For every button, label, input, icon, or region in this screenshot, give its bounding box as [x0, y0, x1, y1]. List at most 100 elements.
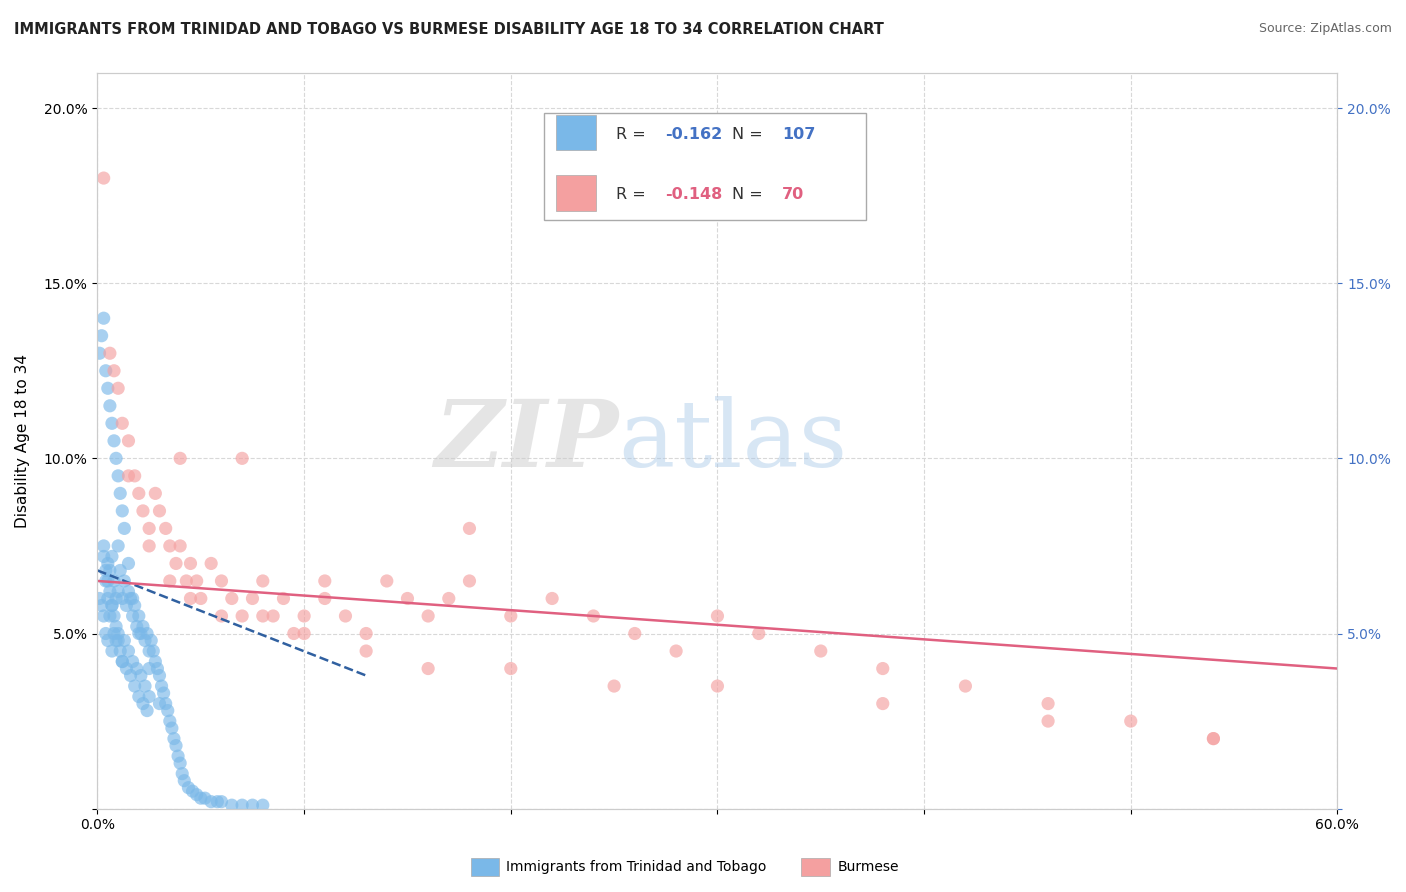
Point [706, 609, 728, 624]
Point [141, 633, 163, 648]
Point [292, 626, 315, 640]
Point [603, 679, 626, 693]
Point [186, 574, 208, 588]
Point [115, 599, 138, 613]
Point [134, 633, 156, 648]
Point [101, 417, 124, 431]
Point [1036, 697, 1059, 711]
Point [314, 591, 336, 606]
Point [94, 626, 117, 640]
Point [97, 557, 120, 571]
Point [98, 564, 121, 578]
Point [418, 661, 440, 675]
Point [354, 626, 377, 640]
Point [146, 661, 169, 675]
Point [242, 798, 264, 813]
Point [128, 690, 150, 704]
Point [190, 791, 212, 805]
Point [231, 609, 253, 624]
FancyBboxPatch shape [557, 175, 596, 211]
Point [138, 661, 160, 675]
Point [706, 679, 728, 693]
Point [98, 609, 121, 624]
Point [107, 468, 129, 483]
Point [129, 668, 152, 682]
Point [111, 504, 134, 518]
Point [437, 591, 460, 606]
Point [181, 784, 204, 798]
Point [1119, 714, 1142, 728]
Text: atlas: atlas [619, 396, 848, 486]
Point [273, 591, 295, 606]
Point [111, 591, 134, 606]
Point [173, 773, 195, 788]
Point [93, 539, 115, 553]
Point [101, 599, 124, 613]
Point [252, 574, 274, 588]
Point [112, 574, 135, 588]
Point [148, 504, 170, 518]
Point [143, 655, 166, 669]
Text: Source: ZipAtlas.com: Source: ZipAtlas.com [1258, 22, 1392, 36]
Point [101, 644, 124, 658]
Point [107, 633, 129, 648]
Point [169, 539, 191, 553]
Point [242, 591, 264, 606]
Point [97, 591, 120, 606]
Point [128, 609, 150, 624]
Point [1202, 731, 1225, 746]
Point [165, 557, 187, 571]
Point [124, 468, 146, 483]
Point [155, 521, 177, 535]
Point [107, 539, 129, 553]
Point [101, 599, 124, 613]
Point [117, 434, 139, 448]
Point [190, 591, 212, 606]
Text: R =: R = [616, 186, 651, 202]
Point [231, 798, 253, 813]
Text: N =: N = [733, 127, 768, 142]
Point [623, 626, 645, 640]
Point [335, 609, 357, 624]
Point [810, 644, 832, 658]
Point [138, 690, 160, 704]
Point [665, 644, 688, 658]
Point [458, 521, 481, 535]
Point [103, 434, 125, 448]
Point [124, 679, 146, 693]
Point [94, 564, 117, 578]
Point [111, 417, 134, 431]
Point [148, 668, 170, 682]
Point [107, 381, 129, 395]
Point [107, 584, 129, 599]
Point [396, 591, 419, 606]
Point [98, 399, 121, 413]
Point [148, 697, 170, 711]
Text: -0.162: -0.162 [665, 127, 723, 142]
Point [112, 521, 135, 535]
Point [211, 574, 233, 588]
Point [112, 633, 135, 648]
Point [1036, 714, 1059, 728]
Point [90, 328, 112, 343]
Point [97, 381, 120, 395]
Text: ZIP: ZIP [434, 396, 619, 486]
Point [160, 721, 183, 735]
Point [94, 364, 117, 378]
Point [129, 626, 152, 640]
Point [107, 626, 129, 640]
Point [89, 591, 111, 606]
Text: 70: 70 [782, 186, 804, 202]
Point [121, 655, 143, 669]
Point [103, 574, 125, 588]
Point [138, 539, 160, 553]
Point [121, 591, 143, 606]
Point [211, 795, 233, 809]
Point [155, 697, 177, 711]
Text: Burmese: Burmese [838, 860, 900, 874]
Point [200, 795, 222, 809]
FancyBboxPatch shape [544, 113, 866, 220]
Point [94, 574, 117, 588]
Point [167, 749, 190, 764]
Point [132, 504, 155, 518]
